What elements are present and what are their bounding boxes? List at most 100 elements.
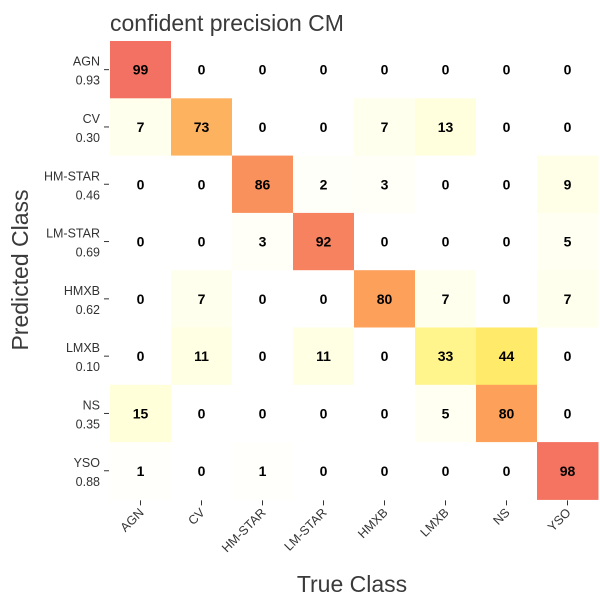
heatmap-cell: [110, 442, 172, 500]
row-class-label: CV: [83, 112, 101, 126]
cell-value: 0: [198, 405, 206, 421]
column-class-label: LM-STAR: [282, 506, 330, 554]
cell-value: 0: [198, 62, 206, 78]
cell-value: 0: [503, 463, 511, 479]
cell-value: 0: [381, 463, 389, 479]
cell-value: 9: [564, 176, 572, 192]
heatmap-cell: [293, 155, 355, 214]
row-class-label: LM-STAR: [46, 227, 100, 241]
cell-value: 0: [259, 62, 267, 78]
cell-value: 0: [320, 119, 328, 135]
cell-value: 0: [564, 62, 572, 78]
heatmap-cell: [354, 98, 416, 157]
heatmap-cell: [232, 270, 294, 328]
row-class-label: YSO: [74, 456, 101, 470]
cell-value: 0: [137, 176, 145, 192]
cell-value: 0: [381, 348, 389, 364]
cell-value: 0: [381, 405, 389, 421]
column-class-label: HM-STAR: [219, 506, 269, 556]
heatmap-cell: [110, 327, 172, 386]
row-precision-label: 0.62: [76, 303, 100, 317]
cell-value: 15: [133, 405, 149, 421]
heatmap-cell: [293, 384, 355, 443]
heatmap-cell: [293, 270, 355, 328]
chart-title: confident precision CM: [110, 10, 344, 36]
heatmap-cell: [537, 155, 599, 214]
row-labels: AGN 0.93 CV 0.30 HM-STAR 0.46 LM-STAR 0.69 HMXB 0…: [44, 55, 109, 489]
cell-value: 5: [442, 405, 450, 421]
heatmap-cell: [110, 155, 172, 214]
heatmap-cell: [537, 270, 599, 328]
cell-value: 98: [560, 463, 576, 479]
heatmap-cell: [476, 41, 538, 99]
row-precision-label: 0.30: [76, 131, 100, 145]
x-axis-title: True Class: [297, 571, 407, 597]
cell-value: 0: [503, 176, 511, 192]
cell-value: 0: [442, 176, 450, 192]
cell-value: 7: [564, 291, 572, 307]
heatmap-cell: [232, 98, 294, 157]
heatmap-cell: [476, 327, 538, 386]
row-class-label: LMXB: [66, 341, 100, 355]
row-precision-label: 0.35: [76, 417, 100, 431]
heatmap-cell: [171, 98, 233, 157]
cell-value: 0: [137, 291, 145, 307]
cell-value: 0: [259, 348, 267, 364]
row-class-label: HM-STAR: [44, 169, 100, 183]
cell-value: 5: [564, 234, 572, 250]
cell-value: 11: [316, 348, 331, 364]
row-class-label: AGN: [73, 55, 100, 69]
cell-value: 7: [442, 291, 450, 307]
cell-value: 0: [564, 405, 572, 421]
cell-value: 0: [503, 119, 511, 135]
heatmap-cell: [537, 442, 599, 500]
cell-value: 2: [320, 176, 328, 192]
cell-value: 13: [438, 119, 454, 135]
heatmap-cell: [354, 155, 416, 214]
row-precision-label: 0.46: [76, 188, 100, 202]
heatmap-cell: [232, 155, 294, 214]
cell-value: 3: [259, 234, 267, 250]
heatmap-cell: [171, 270, 233, 328]
heatmap-cell: [110, 384, 172, 443]
heatmap-cell: [232, 384, 294, 443]
row-precision-label: 0.93: [76, 74, 100, 88]
heatmap-cell: [171, 212, 233, 271]
heatmap-cell: [110, 98, 172, 157]
cell-value: 0: [137, 348, 145, 364]
heatmap-cell: [415, 442, 477, 500]
heatmap-cell: [293, 212, 355, 271]
heatmap-cell: [110, 270, 172, 328]
heatmap-cell: [415, 327, 477, 386]
cell-value: 0: [381, 234, 389, 250]
cell-value: 0: [198, 463, 206, 479]
heatmap-cell: [354, 384, 416, 443]
cell-value: 0: [503, 62, 511, 78]
heatmap-cell: [232, 327, 294, 386]
cell-value: 0: [564, 348, 572, 364]
heatmap-cell: [232, 442, 294, 500]
cell-value: 0: [259, 405, 267, 421]
heatmap-cell: [476, 384, 538, 443]
heatmap-cell: [415, 155, 477, 214]
row-precision-label: 0.10: [76, 360, 100, 374]
heatmap-cell: [537, 98, 599, 157]
heatmap-cell: [293, 41, 355, 99]
heatmap-cell: [476, 98, 538, 157]
heatmap-cell: [293, 98, 355, 157]
heatmap-cell: [476, 212, 538, 271]
heatmap-cell: [415, 41, 477, 99]
cell-value: 80: [499, 405, 515, 421]
cell-value: 3: [381, 176, 389, 192]
heatmap-cell: [171, 41, 233, 99]
cell-value: 0: [442, 234, 450, 250]
heatmap-cell: [354, 41, 416, 99]
heatmap-cell: [476, 155, 538, 214]
heatmap-cell: [354, 442, 416, 500]
cell-value: 0: [503, 234, 511, 250]
heatmap-cell: [110, 41, 172, 99]
heatmap-cell: [537, 384, 599, 443]
row-class-label: NS: [83, 398, 100, 412]
heatmap-cell: [476, 442, 538, 500]
